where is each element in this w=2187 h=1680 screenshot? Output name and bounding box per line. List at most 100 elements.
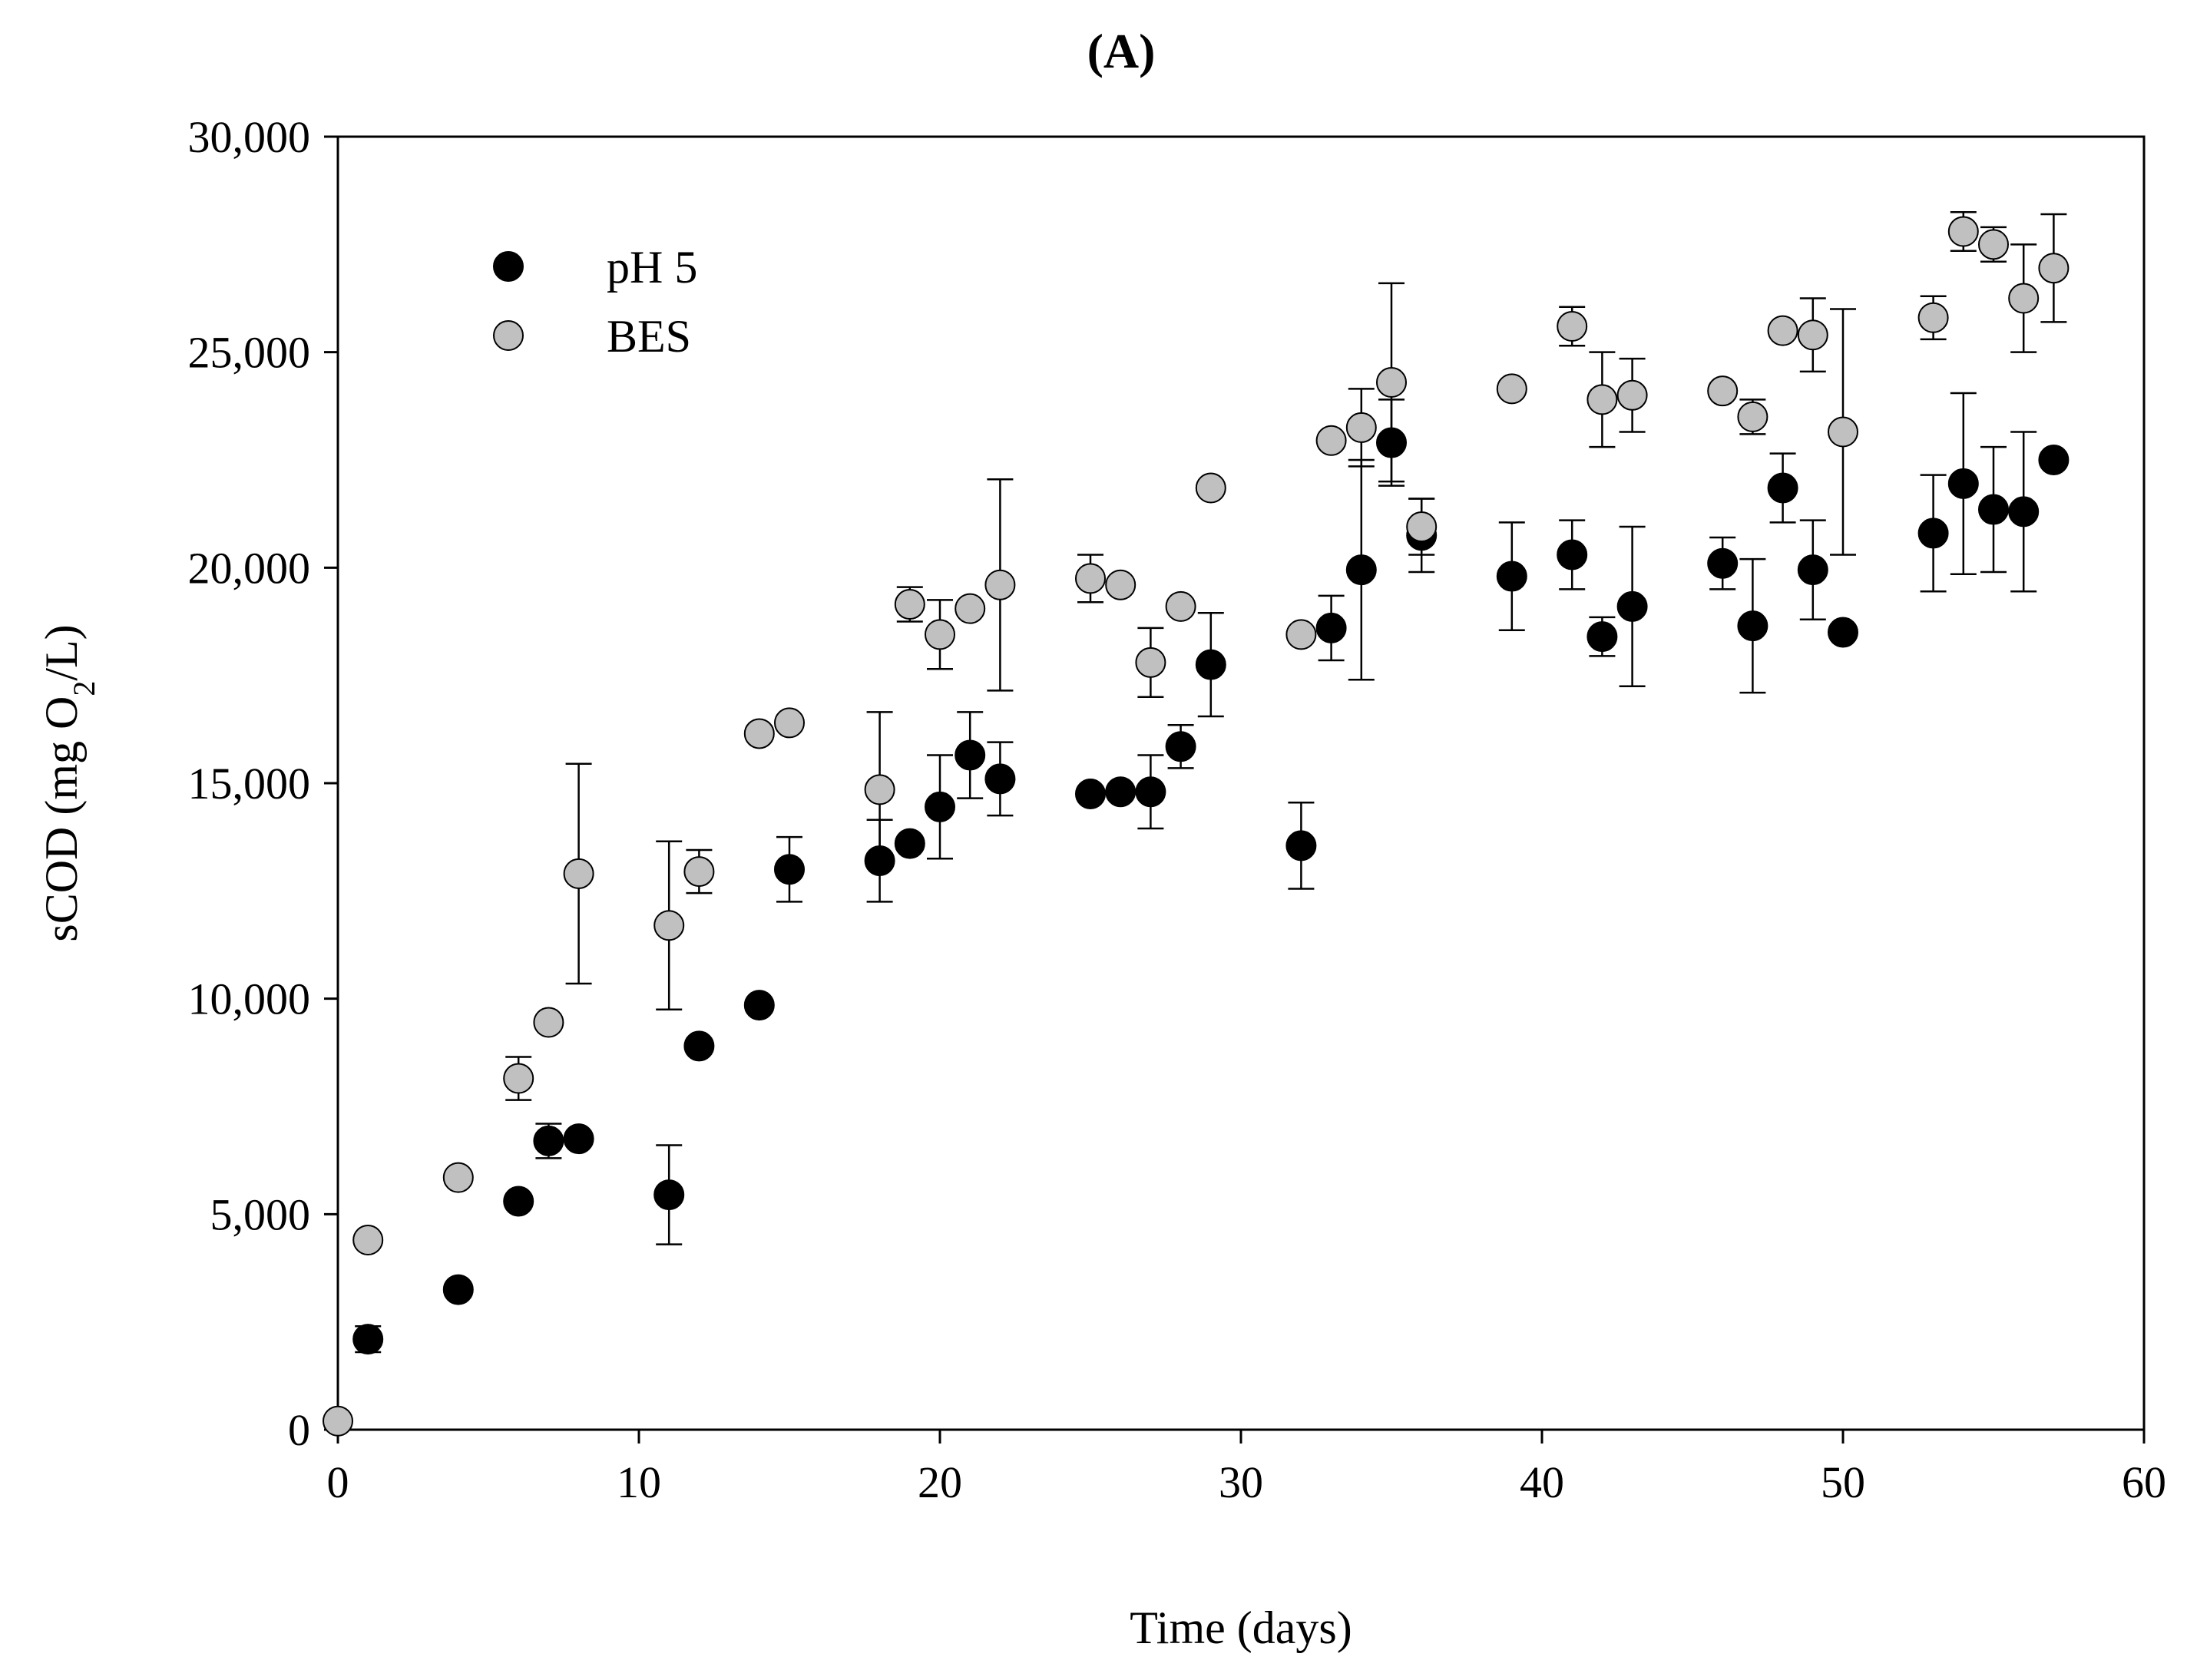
y-axis: 0 5,000 10,000 15,000 20,000 25,000 30,000 (188, 112, 338, 1455)
data-point-ph5 (925, 791, 955, 822)
x-tick-label: 30 (1219, 1457, 1263, 1507)
y-axis-title-subscript: 2 (67, 681, 101, 696)
data-point-ph5 (1496, 561, 1527, 592)
data-point-bes (503, 1063, 534, 1094)
data-point-bes (1707, 375, 1739, 407)
x-tick-label: 40 (1520, 1457, 1564, 1507)
data-point-bes (1285, 619, 1317, 650)
y-tick-label: 20,000 (188, 543, 311, 593)
data-point-ph5 (1978, 494, 2009, 525)
data-point-bes (1978, 229, 2009, 260)
data-point-bes (1947, 216, 1979, 247)
data-point-bes (1135, 647, 1166, 678)
data-point-bes (1075, 563, 1106, 594)
data-point-bes (743, 718, 775, 749)
legend-label-bes: BES (607, 311, 691, 362)
data-point-bes (1737, 401, 1768, 432)
series-ph5 (352, 392, 2070, 1355)
data-point-ph5 (1828, 617, 1858, 648)
legend-label-ph5: pH 5 (607, 242, 697, 293)
data-point-ph5 (2008, 496, 2040, 527)
data-point-bes (1376, 366, 1407, 398)
data-point-bes (1105, 569, 1137, 600)
data-point-ph5 (503, 1186, 534, 1217)
data-point-ph5 (894, 828, 925, 859)
x-axis: 0 10 20 30 40 50 60 (327, 1430, 2166, 1507)
data-point-bes (984, 569, 1016, 600)
data-point-ph5 (1165, 731, 1196, 762)
data-point-bes (563, 858, 594, 889)
data-point-ph5 (1616, 590, 1648, 622)
legend-marker-ph5 (493, 251, 524, 282)
data-point-bes (1586, 384, 1618, 415)
data-point-bes (955, 593, 986, 624)
data-point-ph5 (984, 763, 1016, 795)
data-point-ph5 (1105, 776, 1137, 808)
data-point-bes (1406, 511, 1438, 543)
data-point-ph5 (1586, 621, 1618, 653)
data-point-ph5 (533, 1125, 564, 1156)
data-point-ph5 (1767, 472, 1798, 504)
data-point-bes (864, 774, 895, 805)
data-point-bes (1195, 472, 1226, 504)
data-point-bes (683, 856, 715, 888)
data-point-bes (1616, 379, 1648, 411)
data-point-ph5 (1075, 779, 1106, 810)
data-point-bes (2038, 253, 2070, 284)
data-point-ph5 (352, 1324, 384, 1355)
y-tick-label: 5,000 (210, 1189, 311, 1239)
y-tick-label: 30,000 (188, 112, 311, 162)
data-point-bes (1496, 373, 1527, 405)
data-point-bes (1315, 425, 1347, 456)
data-point-ph5 (1947, 468, 1979, 499)
data-point-bes (1917, 302, 1949, 333)
data-point-bes (1165, 590, 1196, 622)
data-point-ph5 (1557, 539, 1588, 570)
y-tick-label: 0 (288, 1405, 310, 1455)
y-tick-label: 15,000 (188, 759, 311, 809)
x-tick-label: 50 (1821, 1457, 1865, 1507)
y-axis-title: sCOD (mg O2/L) (36, 624, 101, 941)
data-point-ph5 (1737, 610, 1768, 642)
data-point-ph5 (563, 1123, 594, 1155)
data-point-bes (653, 910, 685, 941)
data-point-bes (533, 1007, 564, 1038)
x-tick-label: 0 (327, 1457, 349, 1507)
data-point-bes (1557, 310, 1588, 342)
x-tick-label: 10 (617, 1457, 661, 1507)
data-series-layer (323, 210, 2070, 1437)
y-tick-label: 25,000 (188, 328, 311, 378)
legend-marker-bes (493, 320, 524, 351)
y-tick-label: 10,000 (188, 974, 311, 1024)
data-point-bes (2008, 283, 2040, 314)
data-point-bes (894, 589, 925, 620)
data-point-ph5 (743, 990, 775, 1021)
data-point-bes (1797, 319, 1828, 351)
panel-label: (A) (1087, 24, 1156, 78)
y-axis-title-suffix: /L) (36, 624, 87, 680)
data-point-ph5 (1345, 554, 1377, 586)
data-point-ph5 (1797, 554, 1828, 586)
x-axis-title: Time (days) (1130, 1602, 1352, 1653)
data-point-bes (925, 619, 955, 650)
data-point-ph5 (1707, 547, 1739, 579)
data-point-bes (1828, 416, 1858, 448)
x-tick-label: 60 (2122, 1457, 2166, 1507)
data-point-ph5 (774, 854, 805, 885)
data-point-bes (1345, 412, 1377, 443)
data-point-bes (774, 707, 805, 739)
data-point-bes (1767, 315, 1798, 346)
data-point-ph5 (1315, 612, 1347, 643)
data-point-ph5 (683, 1030, 715, 1062)
data-point-ph5 (2038, 445, 2070, 475)
data-point-ph5 (1285, 830, 1317, 861)
data-point-bes (323, 1405, 353, 1437)
data-point-ph5 (1135, 776, 1166, 808)
x-tick-label: 20 (918, 1457, 962, 1507)
legend: pH 5 BES (493, 242, 697, 362)
data-point-bes (352, 1225, 384, 1256)
data-point-ph5 (1917, 518, 1949, 549)
data-point-bes (442, 1162, 474, 1193)
data-point-ph5 (653, 1179, 685, 1211)
